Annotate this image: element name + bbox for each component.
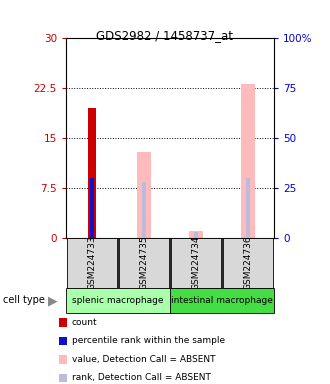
- Text: value, Detection Call = ABSENT: value, Detection Call = ABSENT: [72, 355, 215, 364]
- Bar: [246, 178, 250, 238]
- Bar: [189, 231, 203, 238]
- Text: GSM224735: GSM224735: [140, 236, 148, 290]
- Text: cell type: cell type: [3, 295, 45, 306]
- Bar: [223, 238, 273, 288]
- Bar: [90, 178, 94, 238]
- Bar: [142, 182, 146, 238]
- Bar: [170, 288, 274, 313]
- Text: splenic macrophage: splenic macrophage: [72, 296, 164, 305]
- Text: GDS2982 / 1458737_at: GDS2982 / 1458737_at: [96, 29, 234, 42]
- Bar: [241, 84, 255, 238]
- Text: percentile rank within the sample: percentile rank within the sample: [72, 336, 225, 346]
- Text: GSM224734: GSM224734: [191, 236, 200, 290]
- Bar: [137, 152, 151, 238]
- Text: GSM224733: GSM224733: [87, 236, 96, 290]
- Bar: [66, 288, 170, 313]
- Text: ▶: ▶: [48, 294, 58, 307]
- Text: intestinal macrophage: intestinal macrophage: [171, 296, 273, 305]
- Bar: [67, 238, 117, 288]
- Bar: [119, 238, 169, 288]
- Text: GSM224736: GSM224736: [244, 236, 252, 290]
- Bar: [171, 238, 221, 288]
- Bar: [88, 108, 96, 238]
- Text: rank, Detection Call = ABSENT: rank, Detection Call = ABSENT: [72, 373, 211, 382]
- Text: count: count: [72, 318, 97, 327]
- Bar: [194, 232, 198, 238]
